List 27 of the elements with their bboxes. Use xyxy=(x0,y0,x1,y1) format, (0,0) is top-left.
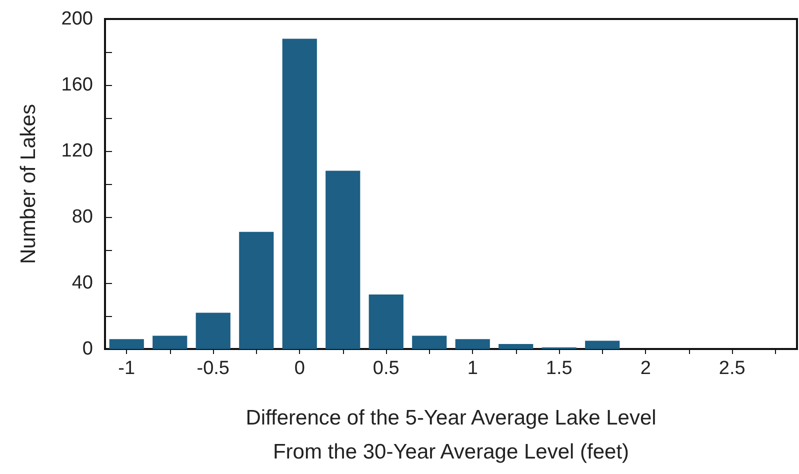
bar xyxy=(455,339,490,349)
y-tick-label: 80 xyxy=(72,206,93,228)
x-tick-label: -1 xyxy=(118,358,136,379)
bar xyxy=(239,232,274,349)
y-tick-label: 120 xyxy=(61,140,93,162)
x-tick-label: 0 xyxy=(294,358,305,379)
x-tick-label: 1 xyxy=(467,358,478,379)
bar xyxy=(368,294,404,349)
bar xyxy=(282,38,317,349)
x-tick-label: 1.5 xyxy=(546,358,572,379)
y-axis-title: Number of Lakes xyxy=(17,104,40,264)
bar xyxy=(326,170,360,349)
y-tick-label: 0 xyxy=(82,338,93,360)
bar xyxy=(585,340,620,349)
y-tick-label: 200 xyxy=(61,8,93,30)
x-tick-label: 2.5 xyxy=(718,358,746,379)
bar xyxy=(109,339,144,349)
bar xyxy=(412,336,447,349)
y-tick-label: 40 xyxy=(72,272,93,294)
x-tick-label: 2 xyxy=(640,358,651,379)
x-axis-title: Difference of the 5-Year Average Lake Level From the 30-Year Average Level (feet) xyxy=(246,406,656,464)
y-tick-label: 160 xyxy=(61,74,93,96)
bar xyxy=(498,344,534,349)
x-tick-label: -0.5 xyxy=(196,358,230,379)
bar xyxy=(196,312,230,349)
x-tick-label: 0.5 xyxy=(372,358,400,379)
bar xyxy=(152,336,188,349)
